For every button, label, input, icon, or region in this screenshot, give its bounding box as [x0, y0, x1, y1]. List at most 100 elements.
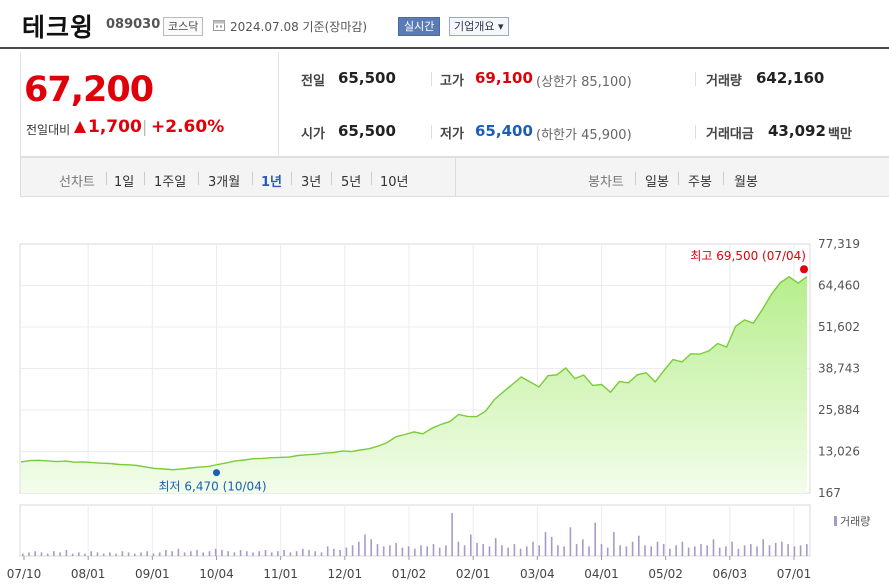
volume-bar	[102, 553, 105, 556]
volume-bar	[781, 541, 783, 556]
stock-code: 089030	[106, 17, 161, 32]
volume-bar	[606, 547, 609, 556]
volume-bar	[40, 552, 43, 556]
volume-legend: 거래량	[840, 515, 870, 528]
volume-value: 642,160	[756, 69, 825, 87]
volume-bar	[358, 541, 360, 556]
low-label: 저가	[440, 127, 464, 142]
tab-monthly[interactable]: 월봉	[734, 175, 758, 190]
volume-bar	[438, 547, 441, 556]
volume-bar	[725, 546, 727, 556]
volume-bar	[519, 548, 522, 556]
volume-bar	[65, 550, 68, 556]
x-tick-label: 05/02	[648, 567, 683, 581]
volume-bar	[494, 538, 497, 556]
volume-bar	[395, 542, 397, 556]
volume-bar	[208, 551, 211, 556]
tab-3m[interactable]: 3개월	[208, 175, 241, 190]
change-label: 전일대비	[26, 123, 71, 137]
volume-bar	[457, 541, 460, 556]
upper-limit: (상한가 85,100)	[536, 75, 632, 90]
y-tick-label: 25,884	[818, 403, 860, 417]
volume-bar	[370, 539, 372, 556]
volume-bar	[731, 541, 733, 556]
volume-legend-swatch	[834, 516, 837, 526]
volume-bar	[401, 547, 404, 556]
volume-bar	[264, 550, 267, 556]
volume-bar	[656, 541, 659, 556]
tab-weekly[interactable]: 주봉	[688, 175, 712, 190]
volume-label: 거래량	[706, 74, 742, 89]
volume-bar	[743, 545, 746, 557]
volume-bar	[650, 546, 652, 556]
volume-bar	[569, 527, 572, 556]
tab-1d[interactable]: 1일	[114, 175, 135, 190]
volume-bar	[252, 552, 254, 556]
volume-bar	[34, 551, 36, 556]
tab-1w[interactable]: 1주일	[154, 175, 187, 190]
volume-bar	[320, 552, 323, 556]
tab-10y[interactable]: 10년	[380, 175, 409, 190]
volume-bar	[364, 534, 366, 556]
volume-bar	[407, 546, 410, 556]
tab-divider	[331, 172, 332, 185]
volume-bar	[376, 544, 379, 556]
volume-bar	[239, 550, 242, 556]
volume-bar	[115, 553, 117, 556]
tab-1y[interactable]: 1년	[261, 175, 283, 190]
x-tick-label: 08/01	[71, 567, 106, 581]
realtime-button[interactable]: 실시간	[398, 17, 441, 36]
volume-bar	[59, 552, 61, 556]
price-panel	[20, 52, 889, 157]
volume-bar	[190, 551, 192, 556]
tab-divider	[635, 172, 636, 185]
volume-bar	[258, 551, 260, 556]
stat-divider	[695, 72, 696, 86]
prev-close-value: 65,500	[338, 69, 396, 87]
volume-bar	[544, 532, 547, 556]
tab-daily[interactable]: 일봉	[645, 175, 669, 190]
tab-divider	[291, 172, 292, 185]
change-amount: 1,700	[88, 117, 142, 137]
volume-bar	[134, 553, 136, 556]
volume-bar	[532, 541, 534, 556]
tab-divider	[198, 172, 199, 185]
volume-bar	[246, 551, 248, 556]
volume-bar	[445, 545, 447, 557]
tab-3y[interactable]: 3년	[301, 175, 322, 190]
date-text: 2024.07.08 기준(장마감)	[230, 20, 368, 34]
volume-bar	[140, 552, 142, 556]
y-tick-label: 13,026	[818, 445, 860, 459]
volume-bar	[482, 544, 484, 556]
volume-bar	[687, 547, 690, 556]
volume-bar	[631, 541, 634, 556]
volume-bar	[196, 550, 198, 556]
tab-5y[interactable]: 5년	[341, 175, 362, 190]
x-tick-label: 09/01	[135, 567, 170, 581]
x-tick-label: 01/02	[392, 567, 427, 581]
volume-bar	[227, 551, 229, 556]
volume-bar	[22, 553, 24, 556]
volume-bar	[270, 552, 273, 556]
low-annotation: 최저 6,470 (10/04)	[159, 480, 267, 494]
volume-bar	[675, 545, 677, 557]
candle-chart-label: 봉차트	[588, 175, 624, 190]
volume-bar	[774, 542, 777, 556]
open-value: 65,500	[338, 122, 396, 140]
volume-bar	[426, 546, 428, 556]
volume-bar	[314, 551, 316, 556]
low-marker	[213, 469, 220, 477]
tab-group-divider	[455, 158, 456, 196]
volume-bar	[501, 545, 503, 557]
prev-close-label: 전일	[301, 74, 325, 89]
volume-bar	[96, 552, 99, 556]
volume-bar	[700, 544, 702, 556]
stock-name: 테크윙	[22, 13, 95, 42]
change-separator: |	[142, 117, 148, 136]
company-info-button[interactable]: 기업개요 ▾	[449, 17, 509, 36]
volume-bar	[718, 547, 721, 556]
volume-bar	[662, 544, 665, 556]
volume-bar	[202, 552, 204, 556]
volume-bar	[171, 551, 173, 556]
volume-bar	[283, 550, 285, 556]
